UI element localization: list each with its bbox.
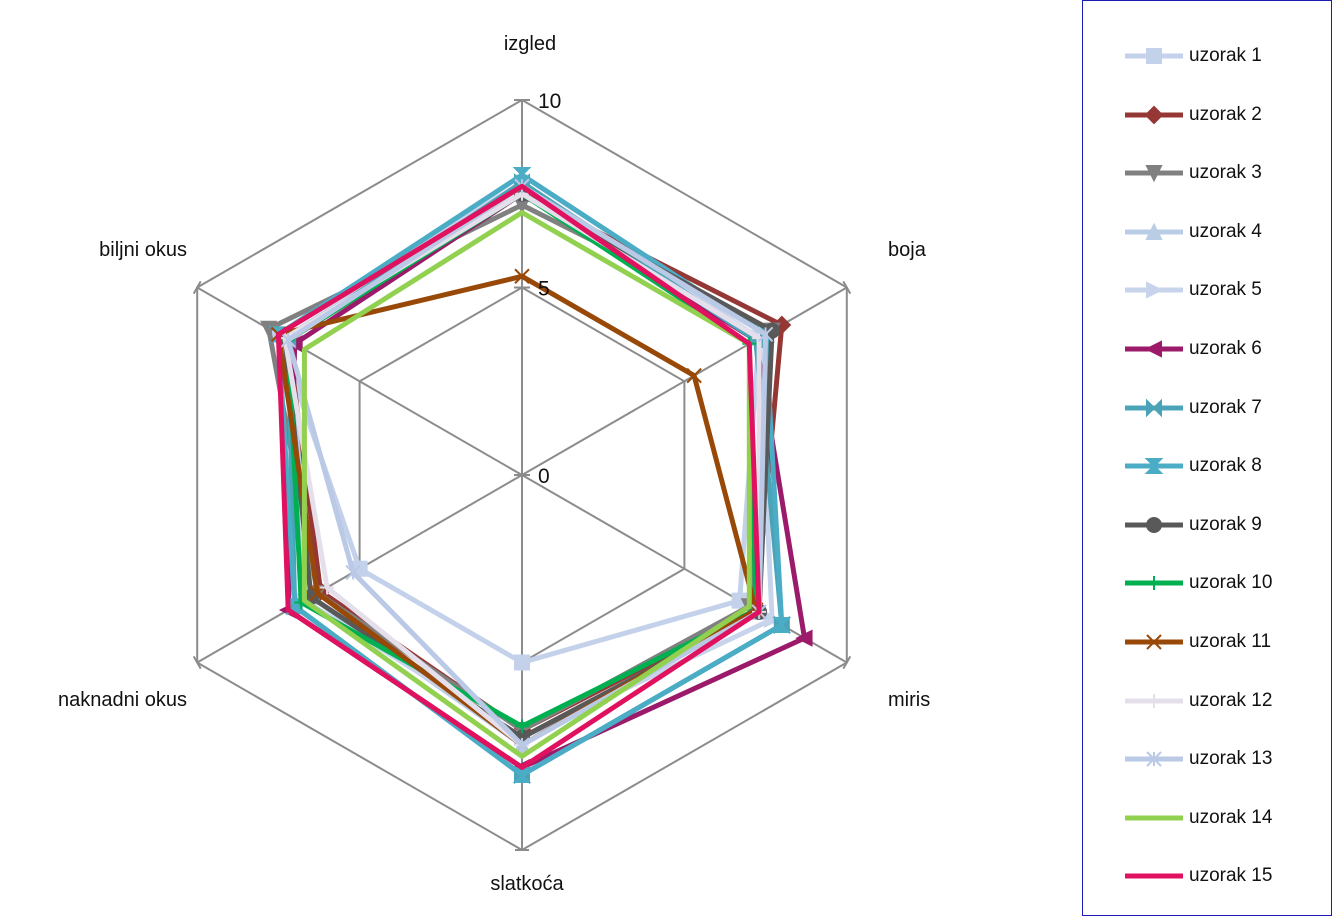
data-point bbox=[345, 564, 361, 581]
legend-swatch bbox=[1125, 398, 1183, 418]
axis-label: boja bbox=[888, 239, 927, 261]
legend-swatch bbox=[1125, 873, 1183, 879]
data-point bbox=[514, 737, 530, 753]
data-point bbox=[772, 617, 792, 633]
legend-swatch bbox=[1125, 576, 1183, 591]
legend-item: uzorak 2 bbox=[1123, 100, 1262, 130]
legend-item: uzorak 8 bbox=[1123, 451, 1262, 481]
legend-label: uzorak 6 bbox=[1189, 338, 1262, 359]
legend-label: uzorak 8 bbox=[1189, 455, 1262, 477]
legend-item: uzorak 11 bbox=[1123, 627, 1271, 657]
grid-spoke bbox=[521, 474, 848, 664]
legend-swatch bbox=[1125, 48, 1183, 64]
legend-item: uzorak 12 bbox=[1123, 686, 1272, 716]
data-point bbox=[1146, 634, 1162, 650]
series-15 bbox=[275, 183, 762, 770]
legend-item: uzorak 13 bbox=[1123, 744, 1272, 774]
data-point bbox=[1144, 105, 1164, 125]
legend-swatch bbox=[1125, 340, 1183, 358]
axis-label: biljni okus bbox=[99, 239, 187, 261]
legend-swatch bbox=[1125, 693, 1183, 708]
radar-grid bbox=[192, 98, 852, 852]
grid-spoke bbox=[196, 286, 523, 476]
grid-vertex-tick bbox=[192, 655, 202, 670]
legend-swatch bbox=[1125, 815, 1183, 821]
series-7 bbox=[280, 173, 790, 785]
legend: uzorak 1 uzorak 2 uzorak 3 uzorak 4 uzorak 5… bbox=[1082, 0, 1332, 916]
data-point bbox=[1146, 281, 1164, 300]
legend-swatch bbox=[1125, 105, 1183, 125]
axis-label: naknadni okus bbox=[58, 689, 187, 711]
data-point bbox=[1146, 398, 1162, 418]
data-point bbox=[280, 332, 296, 348]
data-point bbox=[1145, 165, 1163, 183]
data-point bbox=[1144, 340, 1162, 358]
series-line bbox=[275, 180, 762, 665]
data-point bbox=[1144, 458, 1164, 475]
legend-label: uzorak 10 bbox=[1189, 572, 1273, 594]
data-point bbox=[514, 654, 530, 671]
tick-label: 0 bbox=[538, 465, 550, 488]
axis-label: izgled bbox=[504, 33, 556, 55]
legend-label: uzorak 11 bbox=[1189, 631, 1272, 652]
data-point bbox=[1146, 48, 1162, 64]
data-point bbox=[1146, 516, 1162, 533]
legend-swatch bbox=[1125, 634, 1183, 650]
legend-item: uzorak 15 bbox=[1123, 861, 1272, 891]
legend-item: uzorak 5 bbox=[1123, 275, 1262, 305]
series-line bbox=[285, 180, 785, 778]
legend-label: uzorak 3 bbox=[1189, 162, 1262, 184]
legend-label: uzorak 12 bbox=[1189, 689, 1273, 711]
legend-label: uzorak 14 bbox=[1189, 806, 1273, 828]
data-point bbox=[515, 719, 529, 734]
legend-swatch bbox=[1125, 165, 1183, 183]
data-point bbox=[764, 610, 782, 628]
data-point bbox=[514, 268, 530, 284]
data-point bbox=[1147, 576, 1161, 591]
data-point bbox=[1146, 751, 1162, 767]
legend-item: uzorak 1 bbox=[1123, 41, 1262, 71]
legend-swatch bbox=[1125, 516, 1183, 533]
legend-swatch bbox=[1125, 281, 1183, 300]
legend-item: uzorak 10 bbox=[1123, 568, 1272, 598]
legend-label: uzorak 4 bbox=[1189, 220, 1262, 242]
data-point bbox=[1145, 222, 1163, 240]
legend-item: uzorak 3 bbox=[1123, 158, 1262, 188]
legend-label: uzorak 5 bbox=[1189, 279, 1262, 301]
axis-label: miris bbox=[888, 689, 930, 711]
radar-chart: 0 5 10 izgled boja miris slatkoća naknadni okus… bbox=[58, 33, 930, 895]
legend-label: uzorak 7 bbox=[1189, 396, 1262, 418]
legend-item: uzorak 9 bbox=[1123, 510, 1262, 540]
legend-swatch bbox=[1125, 458, 1183, 475]
data-point bbox=[320, 580, 335, 595]
legend-swatch bbox=[1125, 751, 1183, 767]
tick-label: 10 bbox=[538, 90, 561, 113]
legend-item: uzorak 7 bbox=[1123, 393, 1262, 423]
legend-item: uzorak 4 bbox=[1123, 217, 1262, 247]
data-point bbox=[512, 167, 532, 183]
grid-spoke bbox=[521, 286, 848, 476]
legend-label: uzorak 1 bbox=[1189, 45, 1262, 66]
data-point bbox=[1147, 693, 1161, 708]
legend-swatch bbox=[1125, 222, 1183, 240]
grid-vertex-tick bbox=[842, 280, 852, 295]
tick-label: 5 bbox=[538, 278, 550, 301]
grid-vertex-tick bbox=[192, 280, 202, 295]
radar-series bbox=[260, 167, 813, 785]
axis-label: slatkoća bbox=[490, 873, 564, 895]
legend-item: uzorak 14 bbox=[1123, 803, 1272, 833]
radar-labels: 0 5 10 izgled boja miris slatkoća naknadni okus… bbox=[58, 33, 930, 895]
legend-label: uzorak 13 bbox=[1189, 748, 1273, 770]
grid-vertex-tick bbox=[842, 655, 852, 670]
series-8 bbox=[269, 167, 792, 783]
legend-label: uzorak 9 bbox=[1189, 513, 1262, 535]
data-point bbox=[686, 367, 702, 384]
data-point bbox=[757, 326, 774, 343]
legend-label: uzorak 15 bbox=[1189, 865, 1273, 887]
series-line bbox=[275, 183, 762, 770]
series-1 bbox=[270, 174, 768, 671]
legend-label: uzorak 2 bbox=[1189, 103, 1262, 125]
data-point bbox=[795, 629, 813, 647]
legend-item: uzorak 6 bbox=[1123, 334, 1262, 364]
